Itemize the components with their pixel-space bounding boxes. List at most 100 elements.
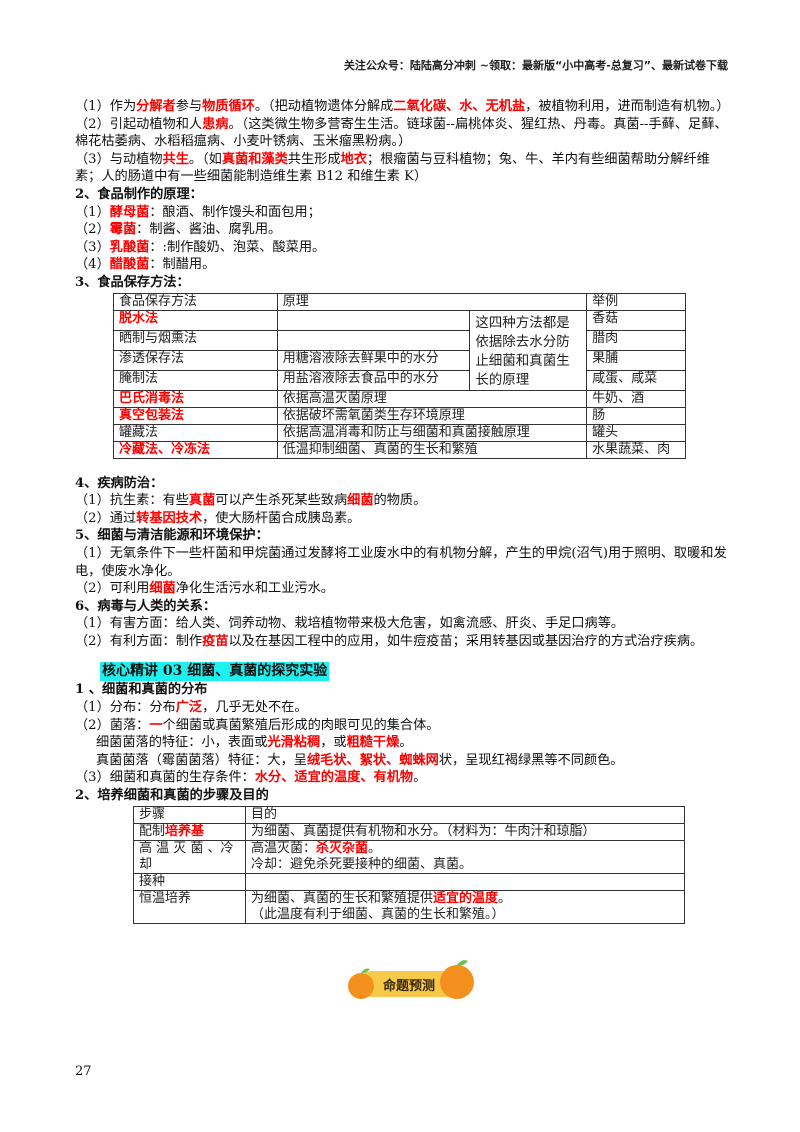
example-cell: 罐头 <box>586 423 686 442</box>
emphasis-text: 光滑粘稠 <box>267 735 321 751</box>
header-cell: 原理 <box>276 292 588 311</box>
text-run: 细菌菌落的特征：小，表面或 <box>96 735 268 751</box>
emphasis-text: 共生 <box>162 151 189 167</box>
shared-principle-cell: 这四种方法都是依据除去水分防止细菌和真菌生长的原理 <box>469 309 588 391</box>
purpose-cell <box>245 872 685 891</box>
emphasis-text: 霉菌 <box>109 222 137 238</box>
text-run: ：:制作酸奶、泡菜、酸菜用。 <box>149 239 326 255</box>
text-run: 5、细菌与清洁能源和环境保护： <box>75 528 269 544</box>
example-cell: 牛奶、酒 <box>586 389 686 408</box>
method-cell: 巴氏消毒法 <box>113 389 278 408</box>
text-run: 2、食品制作的原理： <box>75 186 203 202</box>
subheading: 6、病毒与人类的关系： <box>75 598 730 616</box>
purpose-line: 冷却：避免杀死要接种的细菌、真菌。 <box>251 857 679 873</box>
text-run: ，使大肠杆菌合成胰岛素。 <box>202 510 361 526</box>
text-run: 恒温培养 <box>139 890 192 906</box>
text-run: 为细菌、真菌提供有机物和水分。（材料为：牛肉汁和琼脂） <box>251 823 596 839</box>
header-cell: 食品保存方法 <box>113 292 278 311</box>
text-run: 的物质。 <box>373 493 427 509</box>
header-cell: 目的 <box>245 805 685 824</box>
paragraph: （1）作为分解者参与物质循环。（把动植物遗体分解成二氧化碳、水、无机盐，被植物利… <box>75 98 730 116</box>
paragraph: （1）抗生素：有些真菌可以产生杀死某些致病细菌的物质。 <box>75 492 730 510</box>
example-cell: 腊肉 <box>586 329 686 351</box>
emphasis-text: 细菌 <box>149 581 176 597</box>
table-row: 腌制法 用盐溶液除去食品中的水分 咸蛋、咸菜 <box>113 369 686 391</box>
purpose-line: 为细菌、真菌的生长和繁殖提供适宜的温度。 <box>251 891 679 907</box>
purpose-cell: 为细菌、真菌提供有机物和水分。（材料为：牛肉汁和琼脂） <box>245 822 685 841</box>
text-run: （1）有害方面：给人类、饲养动物、栽培植物带来极大危害，如禽流感、肝炎、手足口病… <box>75 616 625 632</box>
paragraph: （3）细菌和真菌的生存条件：水分、适宜的温度、有机物。 <box>75 769 730 787</box>
emphasis-text: 广泛 <box>175 700 203 716</box>
subheading: 2、食品制作的原理： <box>75 186 730 204</box>
text-run: ；根瘤菌与豆科植物；兔、牛、羊内有些细菌帮助分解纤维素；人的肠道中有一些细菌能制… <box>75 151 710 185</box>
table-row: 真空包装法 依据破坏需氧菌类生存环境原理肠 <box>113 406 686 425</box>
text-run: 共生形成 <box>287 151 341 167</box>
emphasis-text: 患病 <box>202 116 229 132</box>
text-run: 3、食品保存方法： <box>75 274 190 290</box>
paragraph: （2）通过转基因技术，使大肠杆菌合成胰岛素。 <box>75 510 730 528</box>
paragraph: 细菌菌落的特征：小，表面或光滑粘稠，或粗糙干燥。 <box>75 734 730 752</box>
subheading: 1 、细菌和真菌的分布 <box>75 681 730 699</box>
text-run: 净化生活污水和工业污水。 <box>175 581 334 597</box>
culture-steps-table: 步骤 目的 配制培养基 为细菌、真菌提供有机物和水分。（材料为：牛肉汁和琼脂）高 温 … <box>133 805 685 924</box>
paragraph: （2）可利用细菌净化生活污水和工业污水。 <box>75 580 730 598</box>
step-cell: 配制培养基 <box>133 822 246 841</box>
method-cell: 真空包装法 <box>113 406 278 425</box>
text-run: （4） <box>75 257 110 273</box>
emphasis-text: 一 <box>149 717 163 733</box>
section-distribution: 1 、细菌和真菌的分布 （1）分布：分布广泛，几乎无处不在。 （2）菌落：一个细菌或… <box>75 681 730 804</box>
emphasis-text: 疫苗 <box>202 633 229 649</box>
page-header: 关注公众号：陆陆高分冲刺 ~领取：最新版“小中高考-总复习”、最新试卷下载 <box>343 59 728 72</box>
text-run: 。（如 <box>188 151 222 167</box>
paragraph: （4）醋酸菌：制醋用。 <box>75 256 730 274</box>
table-row: 冷藏法、冷冻法 低温抑制细菌、真菌的生长和繁殖 水果蔬菜、肉 <box>113 440 686 459</box>
text-run: ：酿酒、制作馒头和面包用； <box>149 204 321 220</box>
subheading: 3、食品保存方法： <box>75 274 730 292</box>
orange-icon: 命题预测 <box>348 960 474 999</box>
purpose-cell: 高温灭菌：杀灭杂菌。 冷却：避免杀死要接种的细菌、真菌。 <box>245 839 685 874</box>
emphasis-text: 醋酸菌 <box>109 257 150 273</box>
text-run: ，几乎无处不在。 <box>202 700 308 716</box>
table-header-row: 食品保存方法 原理 举例 <box>113 292 686 311</box>
text-run: 。 <box>498 890 512 906</box>
step-cell: 接种 <box>133 872 246 891</box>
text-run: 为细菌、真菌的生长和繁殖提供 <box>251 890 434 906</box>
purpose-cell: 为细菌、真菌的生长和繁殖提供适宜的温度。 （此温度有利于细菌、真菌的生长和繁殖。） <box>245 889 685 924</box>
subheading: 4、疾病防治： <box>75 475 730 493</box>
example-cell: 咸蛋、咸菜 <box>586 369 686 391</box>
document-body: （1）作为分解者参与物质循环。（把动植物遗体分解成二氧化碳、水、无机盐，被植物利… <box>75 98 730 924</box>
text-run: ，或 <box>320 735 347 751</box>
text-run: 1 、细菌和真菌的分布 <box>75 682 208 698</box>
table-header-row: 步骤 目的 <box>133 805 685 824</box>
text-run: ：制醋用。 <box>149 257 216 273</box>
text-run: 可以产生杀死某些致病 <box>215 493 348 509</box>
header-cell: 举例 <box>586 292 686 311</box>
paragraph: （2）菌落：一个细菌或真菌繁殖后形成的肉眼可见的集合体。 <box>75 717 730 735</box>
text-run: 个细菌或真菌繁殖后形成的肉眼可见的集合体。 <box>162 717 440 733</box>
emphasis-text: 乳酸菌 <box>109 239 150 255</box>
text-run: 以及在基因工程中的应用，如牛痘疫苗；采用转基因或基因治疗的方式治疗疾病。 <box>228 633 704 649</box>
text-run: 。（把动植物遗体分解成 <box>254 99 394 114</box>
paragraph: （1）有害方面：给人类、饲养动物、栽培植物带来极大危害，如禽流感、肝炎、手足口病… <box>75 615 730 633</box>
emphasis-text: 绒毛状、絮状、蜘蛛网 <box>307 752 439 768</box>
text-run: （2）通过 <box>75 510 137 526</box>
text-run: （2）引起动植物和人 <box>75 116 203 132</box>
emphasis-text: 粗糙干燥 <box>346 735 400 751</box>
text-run: 配制 <box>139 823 166 839</box>
emphasis-text: 细菌 <box>347 493 374 509</box>
method-cell: 腌制法 <box>113 369 278 391</box>
text-run: 。（这类微生物多营寄生生活。链球菌--扁桃体炎、猩红热、丹毒。真菌--手藓、足藓… <box>75 116 728 150</box>
example-cell: 水果蔬菜、肉 <box>586 440 686 459</box>
text-run: 高温灭菌： <box>251 840 317 856</box>
example-cell: 果脯 <box>586 349 686 371</box>
example-cell: 肠 <box>586 406 686 425</box>
principle-cell: 依据高温消毒和防止与细菌和真菌接触原理 <box>276 423 588 442</box>
text-run: 。 <box>399 735 413 751</box>
principle-cell: 依据破坏需氧菌类生存环境原理 <box>276 406 588 425</box>
table-row: 脱水法 这四种方法都是依据除去水分防止细菌和真菌生长的原理 香菇 <box>113 309 686 391</box>
header-cell: 步骤 <box>133 805 246 824</box>
text-run: 真菌菌落（霉菌菌落）特征：大，呈 <box>96 752 307 768</box>
text-run: 冷却：避免杀死要接种的细菌、真菌。 <box>251 856 473 872</box>
text-run: （2）有利方面：制作 <box>75 633 203 649</box>
emphasis-text: 酵母菌 <box>109 204 150 220</box>
